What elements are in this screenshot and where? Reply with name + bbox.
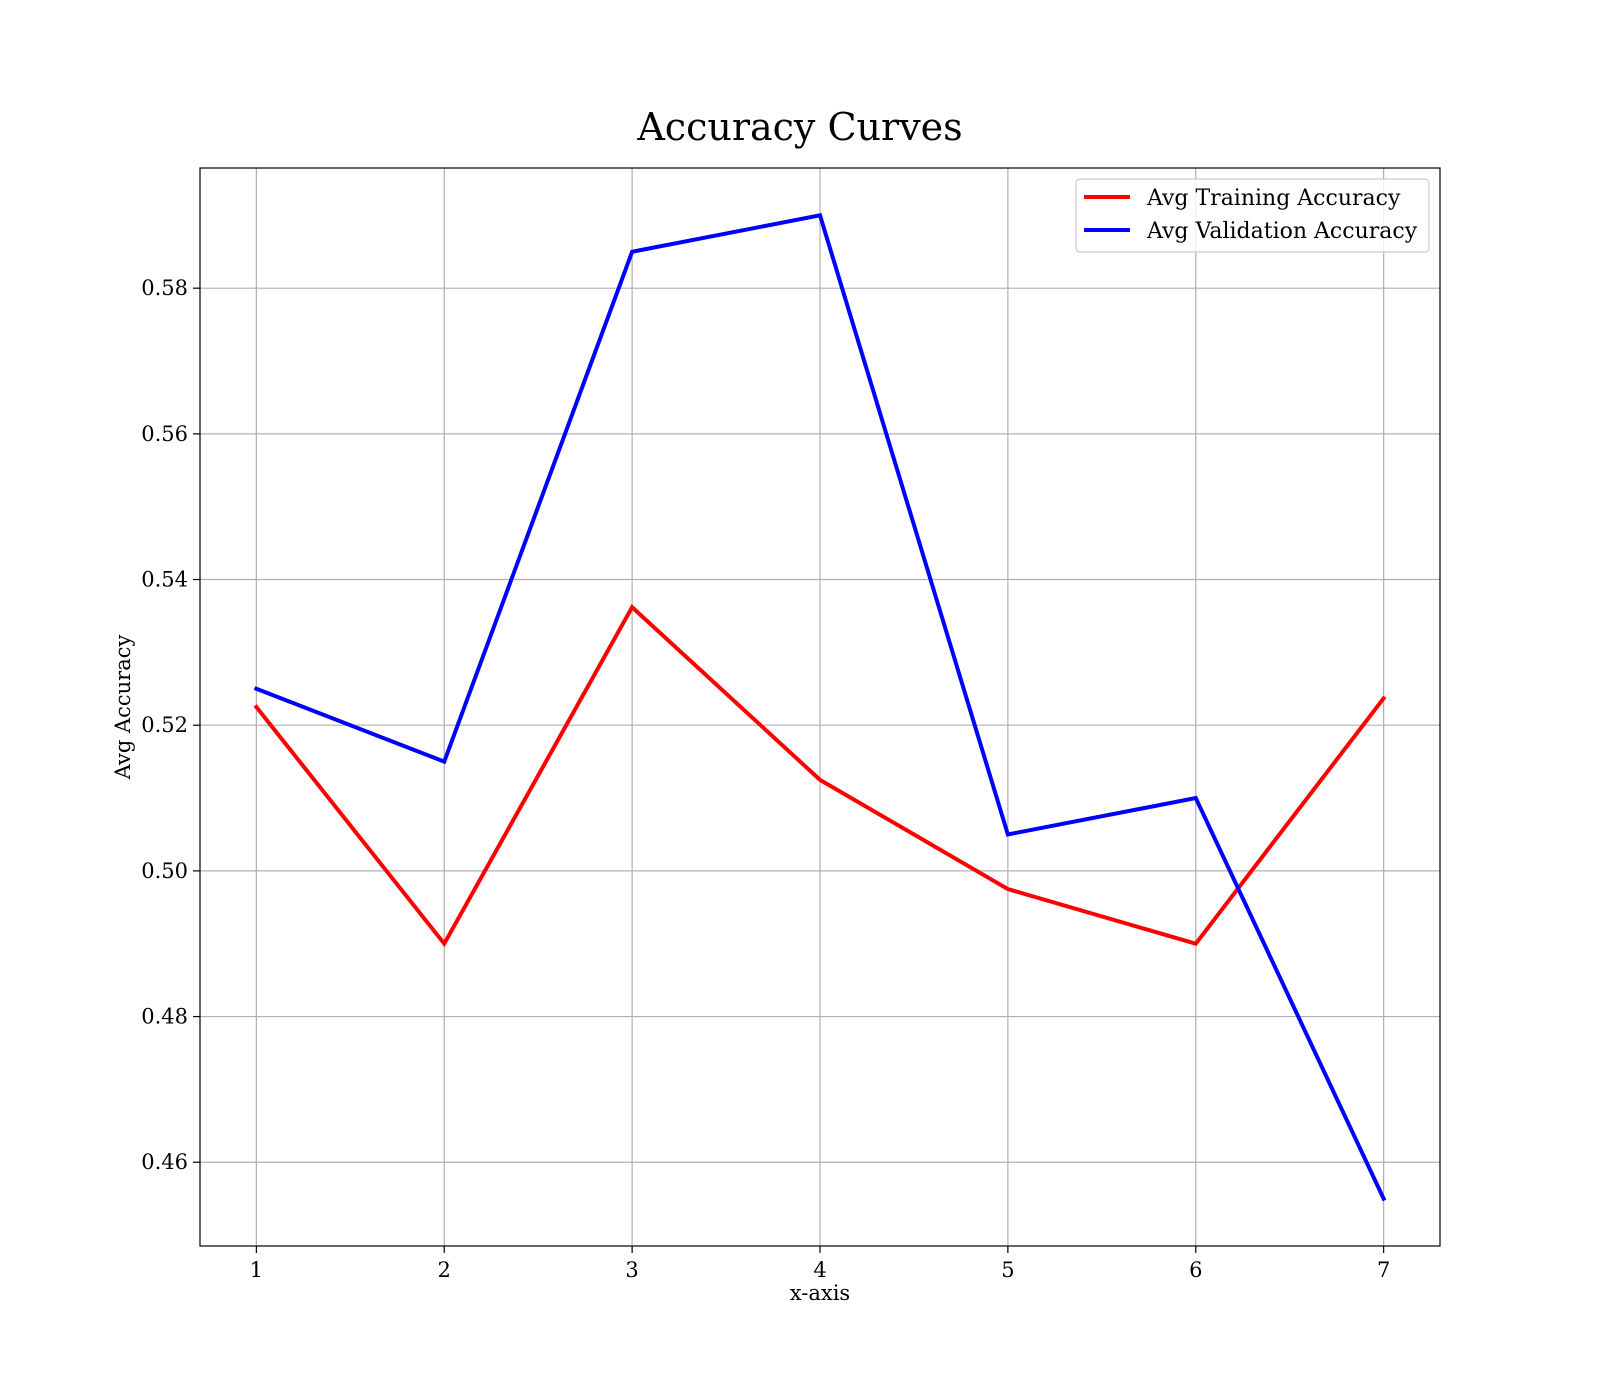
x-tick-label-7: 7	[1377, 1258, 1390, 1282]
y-tick-label-0: 0.46	[141, 1150, 188, 1174]
x-tick-label-2: 2	[438, 1258, 451, 1282]
legend-label-validation: Avg Validation Accuracy	[1146, 219, 1418, 244]
y-tick-label-3: 0.52	[141, 713, 188, 737]
y-tick-label-6: 0.58	[141, 276, 188, 300]
y-tick-label-5: 0.56	[141, 422, 188, 446]
x-axis-label: x-axis	[790, 1281, 850, 1305]
legend-label-training: Avg Training Accuracy	[1146, 186, 1401, 211]
x-tick-label-1: 1	[250, 1258, 263, 1282]
y-tick-label-4: 0.54	[141, 568, 188, 592]
legend: Avg Training Accuracy Avg Validation Acc…	[1075, 178, 1430, 253]
y-tick-label-1: 0.48	[141, 1005, 188, 1029]
x-tick-label-3: 3	[625, 1258, 638, 1282]
x-tick-label-6: 6	[1189, 1258, 1202, 1282]
grid-layer	[200, 168, 1440, 1246]
series-layer	[253, 213, 1387, 1202]
y-tick-label-2: 0.50	[141, 859, 188, 883]
x-tick-label-4: 4	[813, 1258, 826, 1282]
y-axis-label: Avg Accuracy	[111, 635, 135, 781]
chart-title: Accuracy Curves	[636, 105, 962, 149]
legend-box	[1075, 178, 1430, 253]
tick-layer: 1 2 3 4 5 6 7 0.46 0.48 0.50 0.52 0.54 0.56 0.58	[141, 276, 1390, 1282]
x-tick-label-5: 5	[1001, 1258, 1014, 1282]
